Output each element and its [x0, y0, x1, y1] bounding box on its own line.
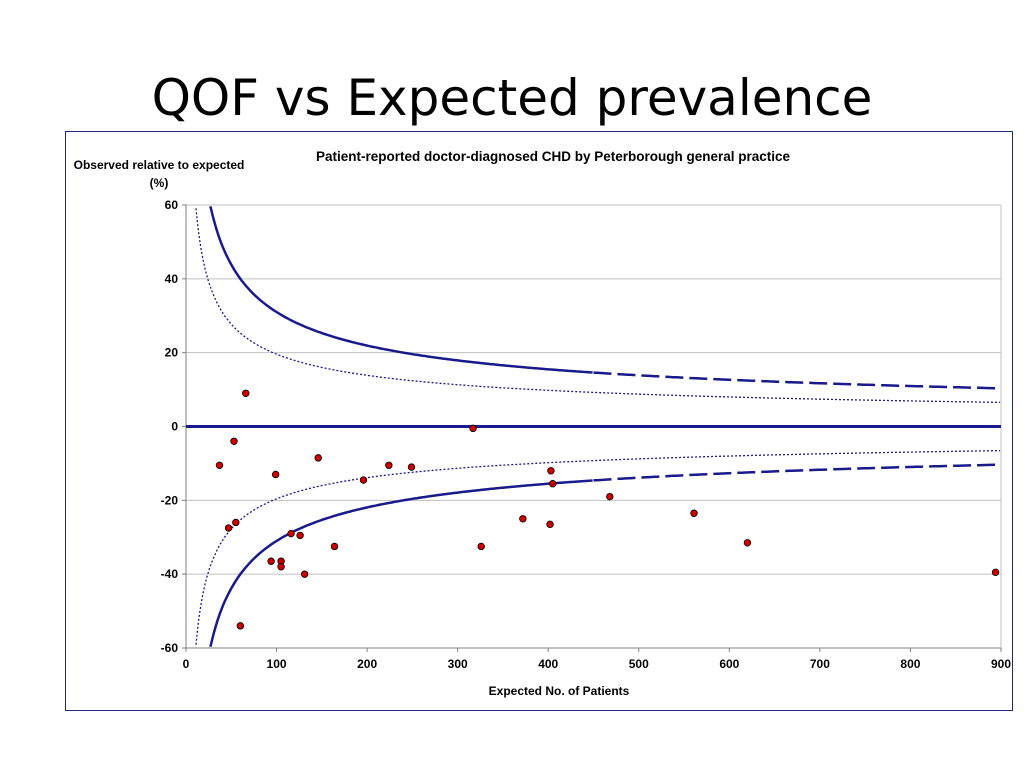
y-tick-label: 0	[171, 420, 178, 434]
data-point	[469, 424, 477, 433]
x-tick-label: 400	[538, 657, 558, 671]
outer-limit-upper-solid	[209, 206, 593, 374]
data-point	[300, 570, 309, 578]
x-tick-label: 800	[900, 657, 920, 671]
x-tick-label: 500	[629, 657, 649, 671]
data-point	[359, 476, 368, 484]
data-point	[519, 515, 527, 523]
data-point	[314, 454, 322, 462]
data-point	[230, 437, 238, 445]
data-point	[606, 492, 614, 501]
y-axis-label-line1: Observed relative to expected	[74, 158, 245, 172]
data-point	[385, 461, 393, 469]
chart-title: Patient-reported doctor-diagnosed CHD by…	[316, 149, 791, 164]
outer-limit-lower-solid	[209, 479, 593, 647]
y-tick-label: -60	[161, 641, 179, 655]
y-tick-label: -20	[161, 493, 179, 507]
y-axis-label-line2: (%)	[150, 176, 169, 190]
x-tick-label: 900	[991, 657, 1011, 671]
x-tick-label: 700	[810, 657, 830, 671]
outer-limit-lower-dashed	[593, 463, 1002, 482]
data-point	[477, 542, 485, 551]
data-point	[236, 622, 245, 630]
inner-limit-lower	[195, 449, 1001, 645]
inner-limit-upper	[195, 208, 1001, 404]
data-point	[232, 518, 240, 527]
data-points	[215, 389, 1000, 630]
x-tick-label: 200	[357, 657, 377, 671]
data-point	[242, 389, 250, 397]
data-point	[296, 531, 304, 540]
data-point	[224, 524, 233, 532]
x-tick-label: 0	[183, 657, 190, 671]
x-tick-label: 300	[448, 657, 468, 671]
control-limits	[195, 206, 1002, 647]
x-tick-label: 600	[719, 657, 739, 671]
data-point	[549, 480, 557, 488]
data-point	[546, 520, 554, 529]
outer-limit-upper-dashed	[593, 371, 1002, 390]
data-point	[407, 463, 416, 471]
y-tick-label: 40	[165, 272, 179, 286]
data-point	[743, 539, 752, 547]
y-tick-label: -40	[161, 567, 179, 581]
data-point	[690, 509, 698, 517]
x-tick-label: 100	[267, 657, 287, 671]
data-point	[547, 467, 555, 475]
chart-frame: 60 40 20 0 -20 -40 -60 0 100 200 300 400 500 600 700 80…	[65, 131, 1013, 711]
data-point	[991, 568, 1000, 577]
y-tick-label: 20	[165, 346, 179, 360]
data-point	[277, 563, 285, 571]
y-tick-label: 60	[165, 198, 179, 212]
data-point	[330, 542, 339, 551]
data-point	[271, 470, 280, 479]
data-point	[215, 461, 224, 469]
x-axis-label: Expected No. of Patients	[489, 684, 630, 698]
data-point	[287, 529, 295, 538]
slide-title: QOF vs Expected prevalence	[151, 69, 873, 127]
data-point	[267, 557, 275, 565]
